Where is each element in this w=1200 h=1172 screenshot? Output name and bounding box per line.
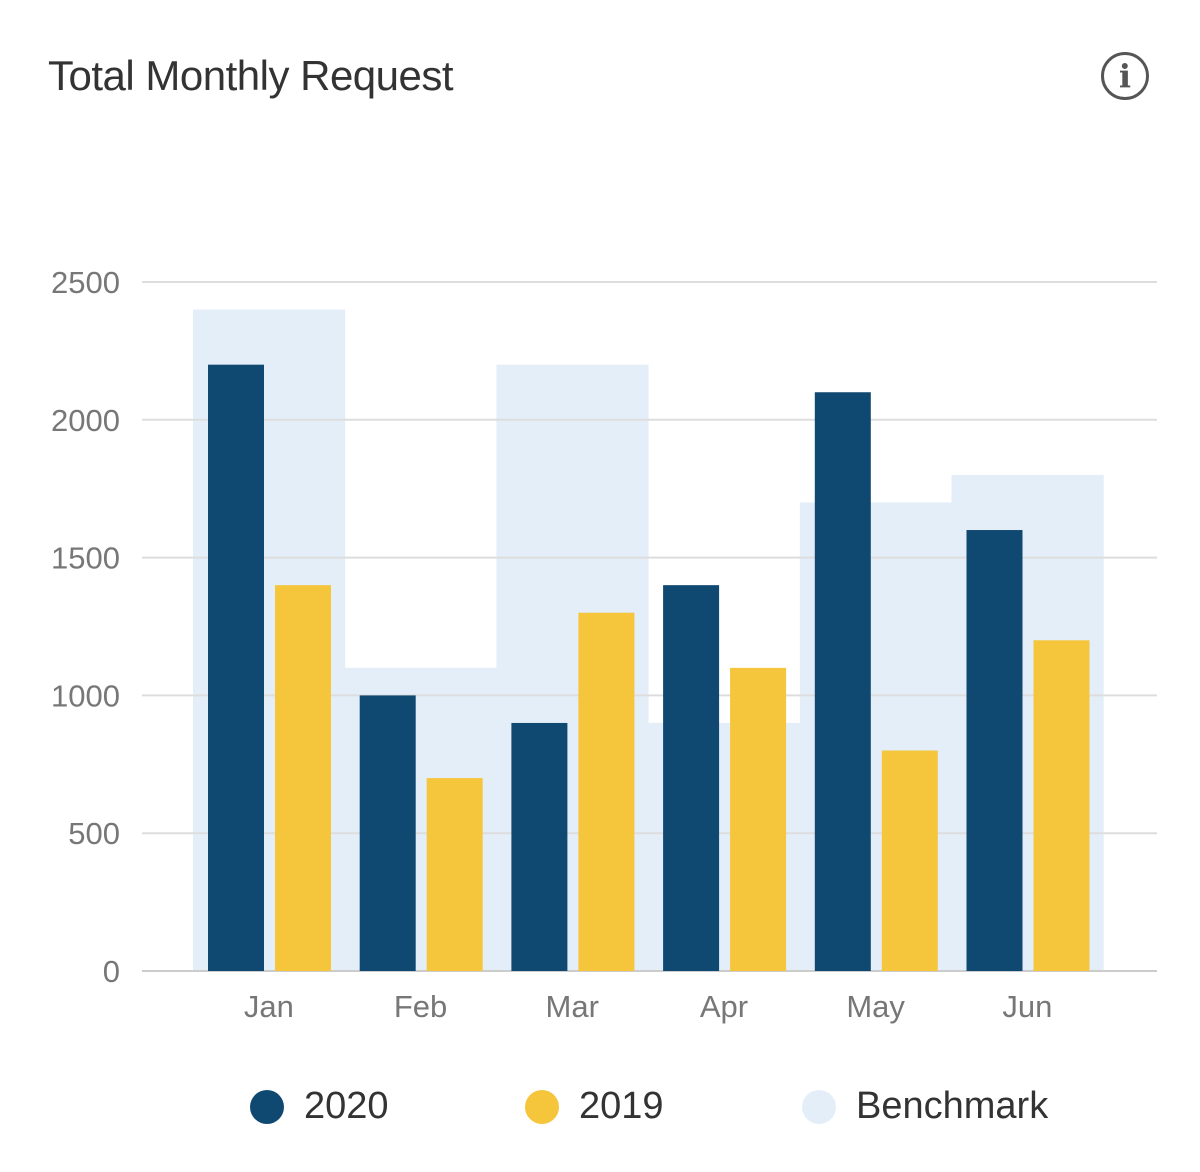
y-tick-label: 1000 [51, 678, 120, 713]
chart-title: Total Monthly Request [48, 52, 454, 99]
y-tick-label: 2500 [51, 265, 120, 300]
bar-2019 [426, 778, 483, 971]
bar-2019 [275, 585, 331, 971]
legend-benchmark-dot-icon [802, 1089, 836, 1124]
y-tick-label: 500 [68, 816, 120, 851]
bar-2019 [730, 667, 787, 971]
bar-2020 [511, 722, 568, 971]
bar-2020 [663, 585, 720, 971]
legend-2020-dot-icon [250, 1089, 284, 1124]
bar-2019 [578, 612, 635, 971]
x-tick-label: Jan [244, 989, 294, 1024]
x-tick-label: Jun [1002, 989, 1052, 1024]
bar-2019 [1033, 640, 1090, 971]
legend-item-2019[interactable]: 2019 [525, 1085, 664, 1128]
bar-2020 [208, 364, 264, 971]
legend-item-benchmark[interactable]: Benchmark [802, 1085, 1048, 1128]
info-icon[interactable]: i [1101, 52, 1149, 100]
legend-label: 2020 [304, 1085, 389, 1127]
legend-item-2020[interactable]: 2020 [250, 1085, 389, 1128]
legend-label: 2019 [579, 1085, 664, 1127]
y-tick-label: 1500 [51, 541, 120, 576]
legend-2019-dot-icon [525, 1089, 559, 1124]
x-tick-label: May [846, 989, 905, 1024]
bar-2020 [814, 392, 871, 971]
bar-2020 [966, 530, 1023, 971]
x-tick-label: Mar [546, 989, 599, 1024]
bar-2019 [881, 750, 938, 971]
x-tick-label: Feb [394, 989, 447, 1024]
legend-label: Benchmark [856, 1085, 1049, 1127]
x-tick-label: Apr [700, 989, 748, 1024]
y-tick-label: 0 [103, 954, 120, 989]
y-tick-label: 2000 [51, 403, 120, 438]
bar-2020 [359, 695, 416, 971]
